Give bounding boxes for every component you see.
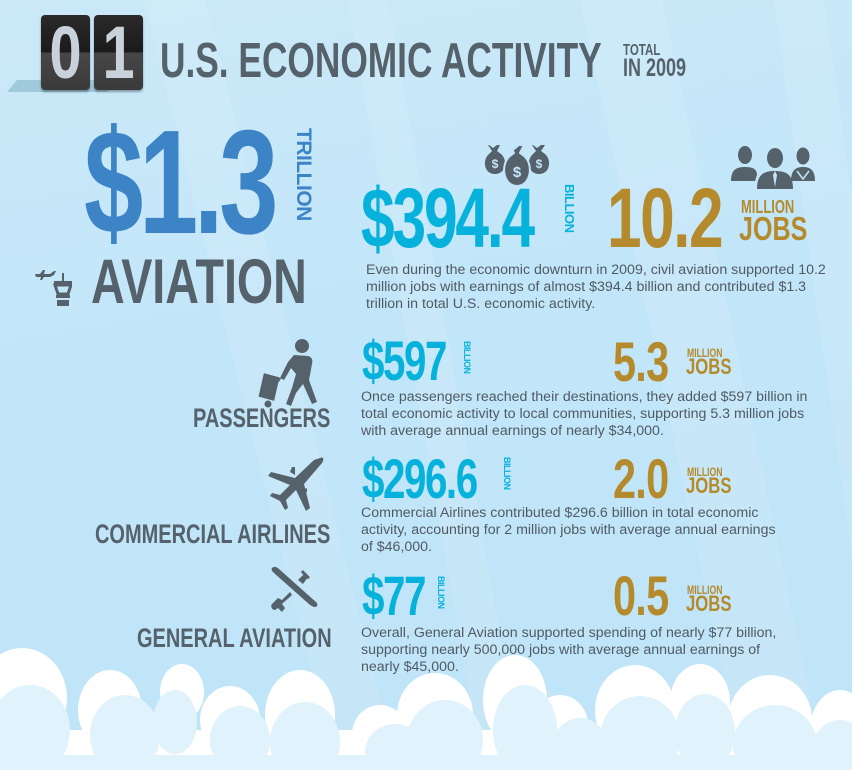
money-unit: BILLION <box>436 576 446 609</box>
svg-text:$: $ <box>513 164 522 181</box>
jobs-unit-million: MILLION <box>687 583 723 597</box>
earnings-unit: BILLION <box>562 184 577 233</box>
jobs-unit-jobs: JOBS <box>686 354 732 379</box>
clouds-decoration <box>0 648 852 770</box>
section-description: Overall, General Aviation supported spen… <box>361 625 777 675</box>
money-unit: BILLION <box>502 457 512 490</box>
earnings-value: $394.4 <box>361 171 535 265</box>
jobs-unit-million: MILLION <box>687 346 723 360</box>
section-label: COMMERCIAL AIRLINES <box>95 519 331 549</box>
jobs-value: 10.2 <box>607 171 724 265</box>
jobs-value: 5.3 <box>613 330 669 393</box>
section-description: Commercial Airlines contributed $296.6 b… <box>361 505 776 555</box>
jobs-unit-jobs: JOBS <box>686 473 732 498</box>
workers-group-icon <box>731 146 815 189</box>
jobs-value: 2.0 <box>613 447 669 510</box>
aviation-label: AVIATION <box>91 247 307 317</box>
subtitle-total: TOTAL <box>623 42 661 59</box>
jet-airliner-icon <box>268 457 324 511</box>
flip-digit-1: 1 <box>94 15 143 90</box>
money-unit: BILLION <box>462 341 472 374</box>
jobs-unit-jobs: JOBS <box>686 591 732 616</box>
flip-digit-0: 0 <box>41 15 90 90</box>
jobs-value: 0.5 <box>613 564 669 627</box>
money-value: $597 <box>362 329 447 392</box>
subtitle-year: IN 2009 <box>623 54 687 82</box>
money-bags-icon: $ $ $ <box>484 144 550 188</box>
money-value: $296.6 <box>362 447 478 510</box>
summary-description: Even during the economic downturn in 200… <box>366 262 826 312</box>
jobs-unit-jobs: JOBS <box>739 210 808 247</box>
traveler-with-luggage-icon <box>258 339 317 408</box>
jobs-unit-million: MILLION <box>687 465 723 479</box>
section-label: GENERAL AVIATION <box>137 623 332 653</box>
airport-tower-icon <box>35 270 72 306</box>
section-label: PASSENGERS <box>193 403 331 433</box>
jobs-unit-million: MILLION <box>741 197 795 217</box>
section-description: Once passengers reached their destinatio… <box>361 389 808 439</box>
total-unit: TRILLION <box>292 128 315 221</box>
svg-text:$: $ <box>536 157 543 171</box>
money-value: $77 <box>362 564 426 627</box>
svg-text:$: $ <box>492 157 499 171</box>
page-title: U.S. ECONOMIC ACTIVITY <box>160 34 602 88</box>
small-propeller-plane-icon <box>271 566 318 612</box>
total-value: $1.3 <box>84 100 278 265</box>
